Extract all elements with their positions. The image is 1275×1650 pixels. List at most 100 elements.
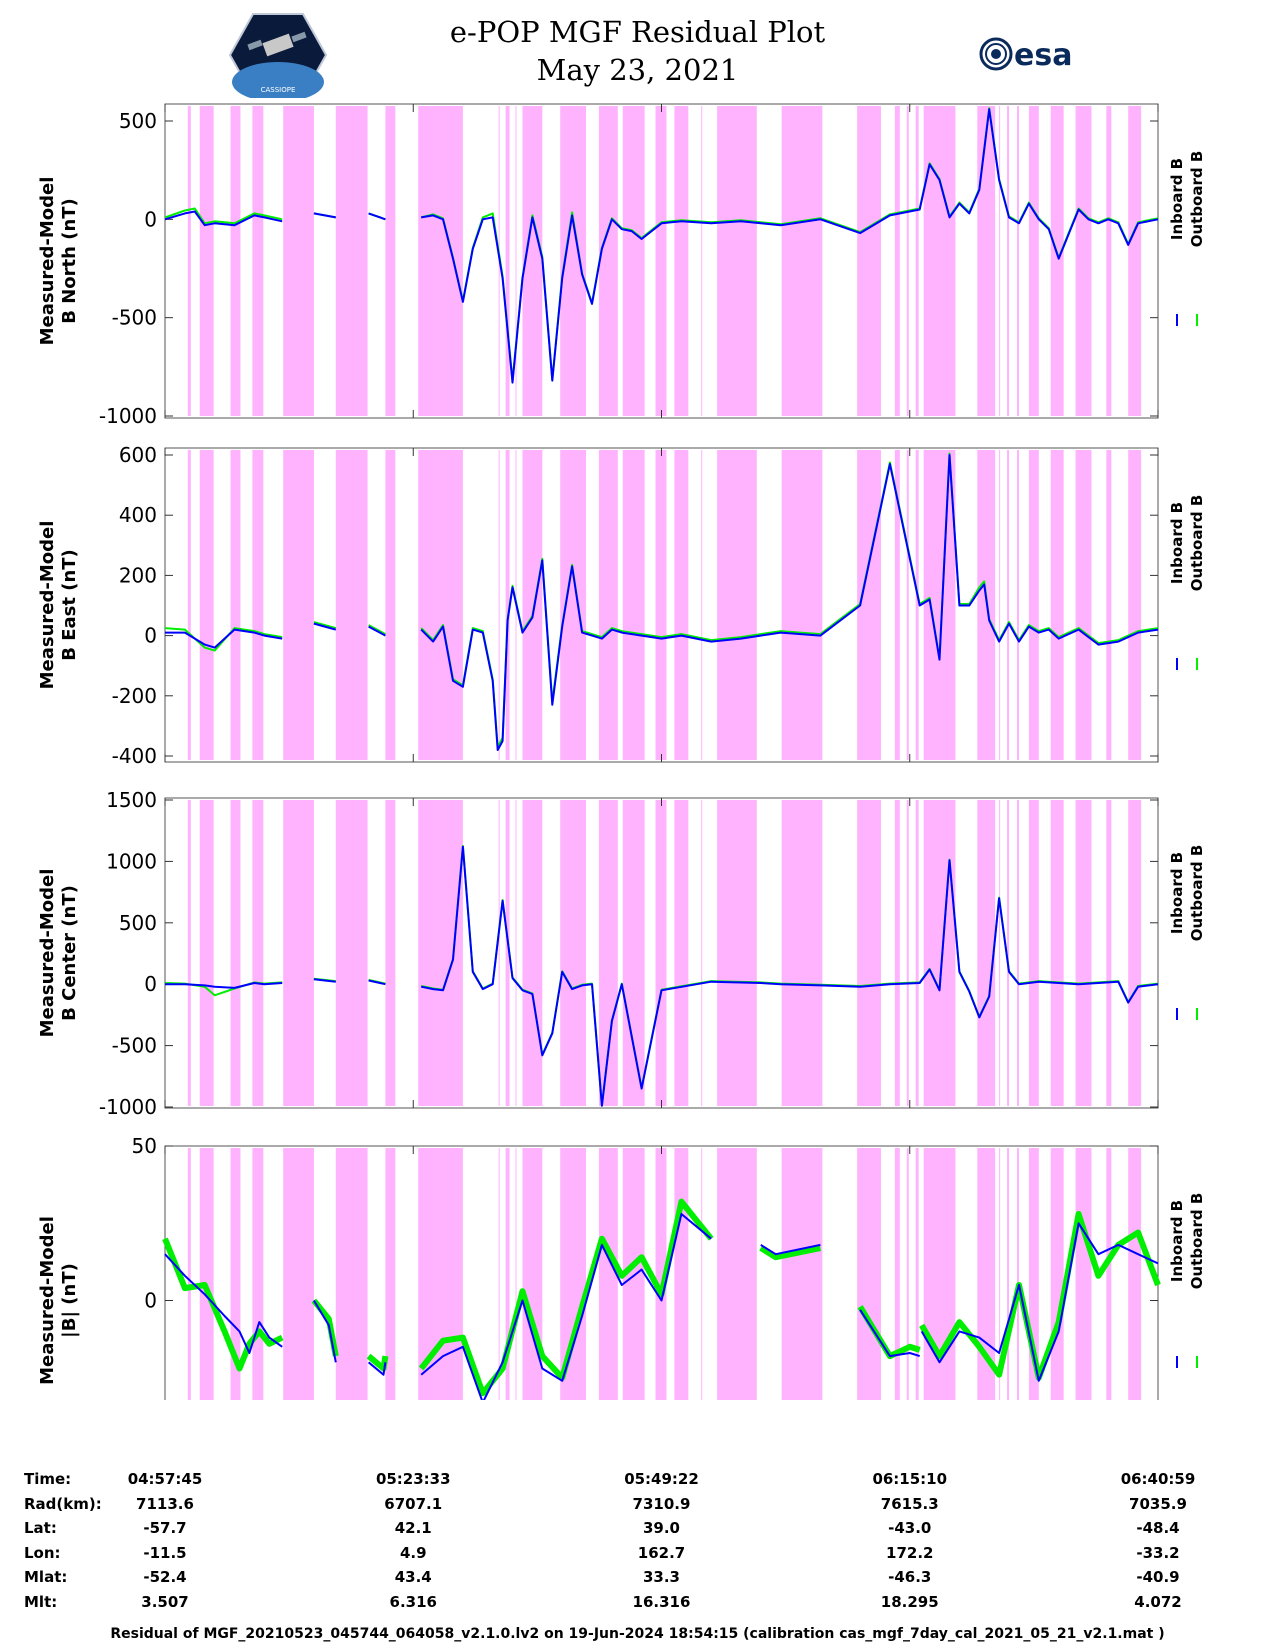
y-tick-label: -500: [112, 306, 157, 330]
legend-entry: Inboard B: [1168, 502, 1186, 584]
shaded-interval: [1007, 450, 1010, 760]
shaded-interval: [894, 450, 900, 760]
shaded-interval: [1050, 450, 1064, 760]
orbit-value: 16.316: [632, 1592, 691, 1611]
orbit-row-label: Rad(km):: [24, 1494, 102, 1513]
orbit-value: -46.3: [888, 1568, 932, 1586]
shaded-interval: [717, 450, 757, 760]
shaded-interval: [252, 800, 264, 1106]
orbit-value: -52.4: [143, 1568, 187, 1586]
shaded-interval: [199, 450, 214, 760]
legend-entry: Outboard B: [1188, 495, 1206, 592]
shaded-interval: [674, 800, 689, 1106]
shaded-interval: [187, 1148, 191, 1400]
shaded-interval: [335, 1148, 368, 1400]
inboard-series-line: [165, 845, 1159, 1107]
shaded-interval: [283, 106, 314, 416]
orbit-value: 05:49:22: [624, 1470, 699, 1488]
y-axis-label: |B| (nT): [59, 1263, 80, 1338]
panel-3: 1500 1000 500 0 -500 -1000 Measured-Model B Cen…: [37, 788, 1206, 1119]
shaded-interval: [1075, 800, 1092, 1106]
chart-title: e-POP MGF Residual Plot: [449, 15, 826, 49]
shaded-interval: [1028, 800, 1039, 1106]
shaded-interval: [252, 106, 264, 416]
orbit-value: 162.7: [637, 1543, 686, 1562]
shaded-interval: [977, 800, 996, 1106]
shaded-interval: [915, 106, 919, 416]
shaded-interval: [1028, 450, 1039, 760]
shaded-interval: [701, 1148, 703, 1400]
shaded-interval: [283, 1148, 314, 1400]
y-tick-label: 0: [144, 207, 157, 231]
shaded-interval: [1050, 106, 1064, 416]
shaded-interval: [717, 106, 757, 416]
shaded-interval: [1050, 800, 1064, 1106]
shaded-interval: [915, 800, 919, 1106]
orbit-value: -33.2: [1136, 1543, 1180, 1562]
shaded-interval: [1106, 800, 1112, 1106]
shaded-interval: [701, 800, 703, 1106]
shaded-interval: [1106, 1148, 1112, 1400]
shaded-interval: [1016, 1148, 1019, 1400]
shaded-interval: [622, 106, 645, 416]
legend-entry: Inboard B: [1168, 852, 1186, 934]
panel-4: 500-50Measured-Model|B| (nT)Inboard BOut…: [37, 1134, 1206, 1400]
shaded-interval: [515, 106, 517, 416]
esa-logo-text: esa: [1014, 38, 1072, 73]
legend-entry: Inboard B: [1168, 158, 1186, 240]
shaded-interval: [252, 1148, 264, 1400]
orbit-value: 7035.9: [1129, 1494, 1187, 1513]
shaded-interval: [385, 450, 396, 760]
panel-2: 600 400 200 0 -200 -400 Measured-Model B East (…: [37, 443, 1206, 768]
shaded-interval: [622, 800, 645, 1106]
orbit-value: 18.295: [880, 1592, 939, 1611]
y-tick-label: 200: [119, 563, 157, 587]
shaded-interval: [1106, 450, 1112, 760]
shaded-interval: [598, 800, 618, 1106]
y-tick-label: -1000: [99, 1095, 157, 1119]
orbit-value: 42.1: [394, 1519, 432, 1537]
shaded-interval: [187, 450, 191, 760]
y-tick-label: -200: [112, 684, 157, 708]
shaded-interval: [1050, 1148, 1064, 1400]
y-axis-label: Measured-Model: [37, 869, 58, 1038]
shaded-interval: [515, 800, 517, 1106]
shaded-interval: [335, 450, 368, 760]
shaded-interval: [622, 450, 645, 760]
shaded-interval: [199, 1148, 214, 1400]
shaded-interval: [230, 106, 241, 416]
orbit-row-label: Mlt:: [24, 1592, 58, 1611]
orbit-value: 6707.1: [384, 1494, 443, 1513]
shaded-interval: [385, 1148, 396, 1400]
shaded-interval: [505, 1148, 510, 1400]
inboard-series-line: [164, 1213, 1159, 1400]
shaded-interval: [622, 1148, 645, 1400]
shaded-interval: [999, 450, 1001, 760]
y-tick-label: 600: [119, 443, 157, 467]
shaded-interval: [1106, 106, 1112, 416]
shaded-interval: [505, 106, 510, 416]
shaded-interval: [252, 450, 264, 760]
shaded-interval: [781, 450, 823, 760]
shaded-interval: [335, 800, 368, 1106]
shaded-interval: [230, 800, 241, 1106]
orbit-value: -40.9: [1136, 1568, 1180, 1586]
orbit-value: 7615.3: [880, 1494, 939, 1513]
y-axis-label: B East (nT): [59, 549, 80, 661]
shaded-interval: [230, 1148, 241, 1400]
y-tick-label: -400: [112, 744, 157, 768]
inboard-series-line: [165, 454, 1159, 751]
y-tick-label: -1000: [99, 404, 157, 428]
legend-entry: Inboard B: [1168, 1200, 1186, 1282]
shaded-interval: [894, 800, 900, 1106]
shaded-interval: [977, 1148, 996, 1400]
y-axis-label: B Center (nT): [59, 885, 80, 1021]
orbit-value: 4.072: [1134, 1592, 1182, 1611]
panel-1: 500 0 -500 -1000 Measured-Model B North (nT) I…: [37, 103, 1206, 428]
shaded-interval: [717, 1148, 757, 1400]
y-axis-label: Measured-Model: [37, 177, 58, 346]
shaded-interval: [906, 800, 909, 1106]
shaded-interval: [923, 106, 956, 416]
footer-caption: Residual of MGF_20210523_045744_064058_v…: [110, 1626, 1165, 1642]
